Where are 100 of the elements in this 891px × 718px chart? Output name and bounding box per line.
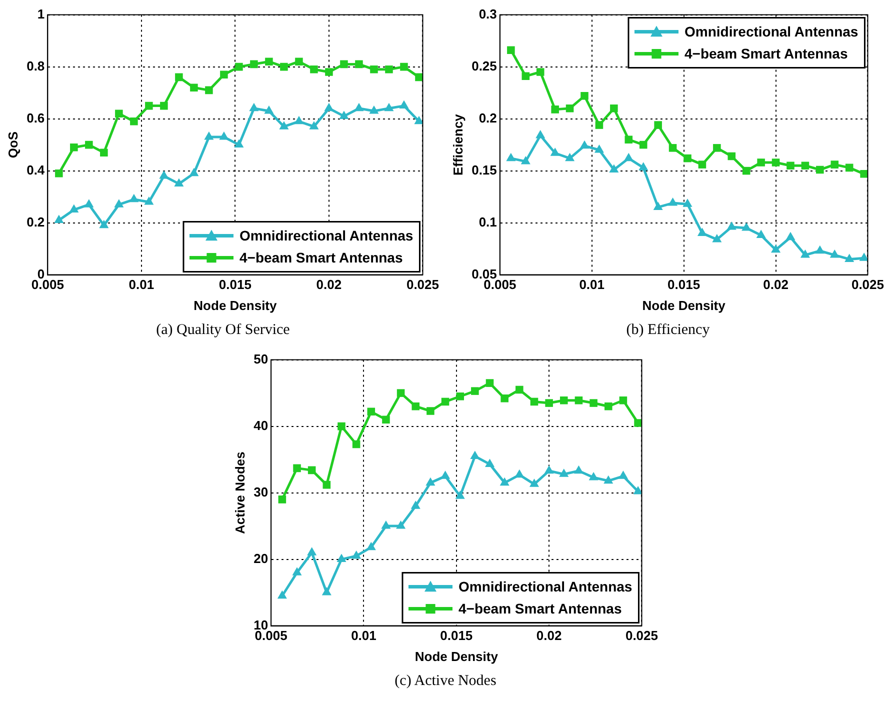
- point: [411, 402, 420, 410]
- point: [265, 58, 273, 66]
- point: [70, 144, 78, 152]
- point: [385, 66, 393, 74]
- point: [130, 118, 138, 126]
- point: [728, 152, 736, 160]
- point: [456, 392, 464, 400]
- x-tick-label: 0.025: [406, 277, 440, 292]
- y-tick-label: 0.4: [26, 162, 46, 178]
- point: [219, 132, 229, 140]
- point: [845, 164, 854, 172]
- point: [530, 398, 538, 406]
- point: [276, 590, 286, 599]
- point: [115, 110, 123, 118]
- point: [294, 116, 304, 124]
- point: [639, 140, 648, 149]
- x-axis-title: Node Density: [642, 298, 726, 313]
- point: [618, 470, 628, 479]
- point: [514, 469, 524, 478]
- y-tick-label: 0.2: [478, 110, 497, 126]
- point: [771, 244, 781, 253]
- point: [279, 121, 289, 130]
- point: [560, 396, 568, 404]
- point: [114, 199, 124, 208]
- y-tick-label: 0.2: [26, 214, 45, 230]
- y-tick-label: 40: [253, 418, 268, 433]
- x-tick-label: 0.01: [579, 277, 605, 292]
- x-axis-title: Node Density: [414, 648, 498, 664]
- legend-label: Omnidirectional Antennas: [458, 578, 632, 595]
- point: [99, 220, 109, 228]
- y-tick-label: 50: [253, 351, 268, 366]
- point: [830, 160, 839, 168]
- point: [351, 550, 361, 559]
- x-tick-label: 0.01: [350, 628, 376, 644]
- point: [410, 500, 420, 509]
- point: [522, 72, 530, 80]
- point: [440, 470, 450, 479]
- point: [278, 496, 286, 504]
- x-tick-label: 0.025: [851, 277, 884, 292]
- point: [396, 520, 406, 529]
- point: [295, 58, 303, 66]
- point: [336, 554, 346, 562]
- point: [234, 139, 244, 148]
- point: [100, 148, 108, 156]
- y-tick-label: 0.1: [478, 214, 497, 230]
- point: [595, 121, 604, 129]
- point: [485, 379, 494, 387]
- point: [144, 196, 154, 205]
- point: [324, 102, 334, 112]
- point: [698, 160, 706, 168]
- legend-label: 4−beam Smart Antennas: [239, 250, 403, 266]
- point: [399, 100, 409, 109]
- point: [205, 86, 213, 94]
- point: [589, 399, 597, 407]
- point: [668, 144, 677, 152]
- legend-label: Omnidirectional Antennas: [239, 228, 414, 244]
- y-axis-title: Efficiency: [450, 113, 466, 176]
- point: [220, 70, 228, 78]
- x-tick-label: 0.02: [763, 277, 788, 292]
- y-axis-title: QoS: [5, 131, 20, 158]
- point: [380, 520, 390, 529]
- point: [370, 66, 378, 74]
- point: [204, 132, 214, 140]
- point: [634, 419, 642, 427]
- legend-label: 4−beam Smart Antennas: [458, 600, 622, 617]
- point: [573, 465, 583, 474]
- text: (b) Efficiency: [625, 322, 711, 339]
- point: [340, 60, 348, 68]
- point: [786, 162, 794, 170]
- point: [292, 464, 300, 472]
- point: [515, 386, 523, 394]
- point: [603, 475, 613, 484]
- point: [684, 154, 692, 162]
- point: [588, 472, 598, 480]
- point: [550, 148, 560, 156]
- point: [756, 230, 766, 238]
- point: [382, 416, 390, 424]
- x-tick-label: 0.01: [128, 277, 154, 292]
- point: [174, 178, 184, 187]
- point: [264, 106, 274, 114]
- point: [786, 232, 796, 240]
- point: [426, 407, 434, 415]
- point: [425, 477, 435, 486]
- point: [668, 198, 678, 206]
- point: [859, 252, 868, 261]
- point: [366, 408, 375, 416]
- point: [175, 73, 183, 82]
- point: [682, 198, 692, 207]
- y-tick-label: 1: [37, 6, 45, 22]
- point: [129, 194, 139, 202]
- point: [528, 478, 538, 487]
- y-tick-label: 0.25: [472, 58, 497, 74]
- point: [506, 152, 516, 162]
- point: [574, 396, 582, 404]
- point: [310, 66, 318, 74]
- point: [507, 46, 515, 54]
- point: [772, 158, 780, 166]
- point: [844, 254, 854, 262]
- point: [190, 84, 198, 92]
- point: [800, 250, 810, 258]
